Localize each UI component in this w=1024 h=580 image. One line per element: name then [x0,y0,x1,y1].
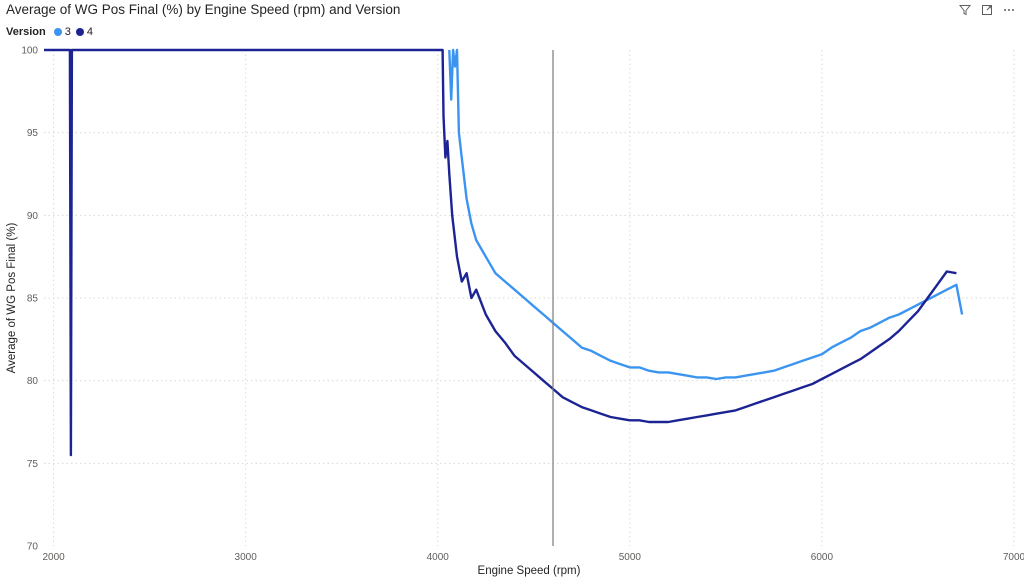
legend-item-4[interactable]: 4 [75,26,93,38]
y-tick-label: 75 [27,459,39,470]
more-options-icon[interactable] [1002,3,1016,17]
x-axis-title: Engine Speed (rpm) [478,565,581,577]
filter-icon[interactable] [958,3,972,17]
visual-toolbar [958,3,1016,17]
chart-title: Average of WG Pos Final (%) by Engine Sp… [6,2,401,17]
x-tick-label: 7000 [1003,552,1024,563]
legend: Version 3 4 [6,26,93,38]
y-tick-label: 85 [27,294,39,305]
x-tick-label: 3000 [235,552,258,563]
legend-dot-4 [75,28,84,36]
y-tick-label: 70 [27,542,39,553]
x-tick-label: 6000 [811,552,834,563]
tick-labels: 70 75 80 85 90 95 100 2000 3000 4000 5000 6000 7000 [21,46,1024,564]
y-tick-label: 80 [27,376,39,387]
series-line-4[interactable] [44,48,957,457]
legend-title: Version [6,26,46,38]
y-axis-title: Average of WG Pos Final (%) [6,223,18,374]
x-tick-label: 2000 [42,552,65,563]
y-tick-label: 95 [27,128,39,139]
y-tick-label: 90 [27,211,39,222]
y-tick-label: 100 [21,46,38,57]
x-tick-label: 5000 [619,552,642,563]
legend-label-4: 4 [86,26,93,38]
legend-label-3: 3 [64,26,71,38]
series-lines [44,48,964,457]
gridlines [44,50,1015,546]
legend-item-3[interactable]: 3 [53,26,71,38]
series-line-3[interactable] [448,48,964,381]
legend-dot-3 [53,28,62,36]
x-tick-label: 4000 [427,552,450,563]
focus-mode-icon[interactable] [980,3,994,17]
